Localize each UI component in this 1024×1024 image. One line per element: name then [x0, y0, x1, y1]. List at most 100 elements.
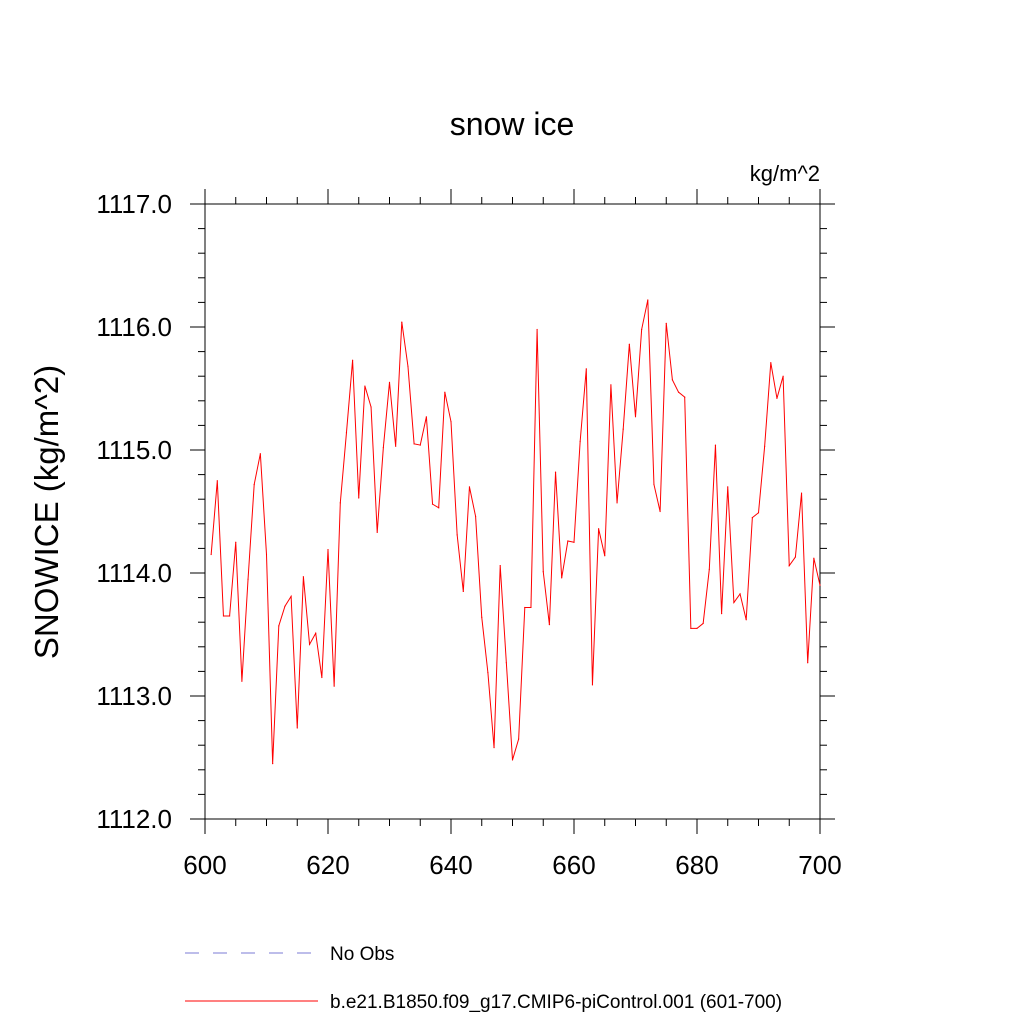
data-point: [407, 365, 409, 367]
data-point: [807, 662, 809, 664]
data-point: [364, 385, 366, 387]
data-point: [499, 565, 501, 567]
series-line-1: [210, 299, 821, 764]
data-point: [622, 428, 624, 430]
data-point: [278, 625, 280, 627]
data-point: [813, 557, 815, 559]
data-point: [641, 328, 643, 331]
data-point: [536, 328, 538, 331]
data-point: [616, 502, 618, 504]
data-point: [216, 480, 218, 482]
data-point: [573, 541, 575, 543]
data-point: [524, 606, 526, 609]
data-point: [315, 632, 317, 634]
data-point: [598, 528, 600, 530]
data-point: [542, 571, 544, 573]
data-point: [690, 627, 692, 629]
data-point: [819, 584, 821, 586]
data-point: [388, 381, 391, 383]
y-tick-label: 1114.0: [96, 558, 172, 588]
data-point: [210, 553, 212, 556]
data-point: [462, 590, 464, 593]
data-point: [530, 606, 532, 609]
data-point: [579, 440, 581, 442]
data-point: [229, 615, 231, 617]
data-point: [339, 502, 341, 504]
data-point: [659, 510, 661, 513]
data-point: [665, 322, 667, 324]
y-tick-label: 1112.0: [96, 804, 172, 834]
units-label: kg/m^2: [750, 161, 820, 186]
data-point: [548, 624, 551, 626]
legend-label-no-obs: No Obs: [330, 944, 394, 965]
y-tick-labels: 1112.0 1113.0 1114.0 1115.0 1116.0 1117.0: [96, 189, 172, 834]
data-point: [518, 738, 520, 740]
data-point: [253, 483, 255, 486]
data-point: [684, 396, 686, 398]
data-point: [757, 512, 760, 514]
data-point: [425, 416, 427, 418]
data-point: [776, 397, 778, 399]
data-point: [241, 680, 243, 682]
x-tick-label: 700: [798, 850, 841, 880]
data-point: [272, 763, 274, 765]
data-point: [284, 605, 286, 607]
data-point: [727, 486, 729, 488]
data-point: [395, 445, 397, 447]
y-tick-label: 1116.0: [96, 312, 172, 342]
data-point: [696, 627, 698, 629]
data-point: [505, 662, 507, 664]
data-point: [333, 685, 335, 687]
data-point: [794, 556, 797, 558]
data-point: [345, 432, 348, 434]
data-point: [444, 391, 446, 393]
data-point: [628, 343, 630, 345]
y-tick-label: 1113.0: [96, 681, 172, 711]
data-point: [634, 416, 637, 418]
data-point: [610, 384, 612, 386]
data-point: [401, 321, 403, 323]
data-point: [671, 379, 674, 381]
data-point: [376, 531, 378, 534]
x-tick-label: 600: [183, 850, 226, 880]
data-point: [604, 555, 606, 557]
data-point: [764, 445, 766, 447]
data-point: [561, 577, 563, 579]
series-group: [210, 299, 821, 765]
data-point: [708, 568, 710, 570]
x-tick-label: 640: [429, 850, 472, 880]
data-point: [591, 684, 594, 686]
data-point: [475, 515, 477, 518]
legend-label-model: b.e21.B1850.f09_g17.CMIP6-piControl.001 …: [330, 992, 782, 1013]
data-point: [456, 534, 458, 536]
data-point: [585, 368, 587, 370]
data-point: [413, 443, 415, 445]
data-point: [308, 643, 311, 645]
data-point: [721, 612, 723, 615]
data-point: [450, 421, 452, 423]
data-point: [438, 507, 440, 509]
x-tick-label: 620: [306, 850, 349, 880]
y-tick-label: 1115.0: [96, 435, 172, 465]
data-point: [487, 672, 489, 674]
data-point: [370, 406, 372, 408]
data-point: [745, 619, 747, 621]
data-point: [493, 747, 495, 749]
data-point: [431, 503, 434, 505]
data-point: [259, 453, 261, 455]
data-point: [235, 541, 237, 543]
data-point: [327, 549, 329, 551]
data-point: [265, 553, 268, 556]
data-point: [511, 759, 514, 761]
data-point: [788, 565, 790, 567]
data-point: [296, 727, 298, 729]
data-point: [800, 492, 803, 494]
data-point: [554, 471, 557, 473]
data-point: [702, 622, 704, 625]
y-axis-label: SNOWICE (kg/m^2): [28, 365, 65, 659]
data-point: [468, 486, 471, 488]
data-point: [290, 595, 292, 597]
x-tick-label: 680: [675, 850, 718, 880]
data-point: [647, 299, 649, 301]
